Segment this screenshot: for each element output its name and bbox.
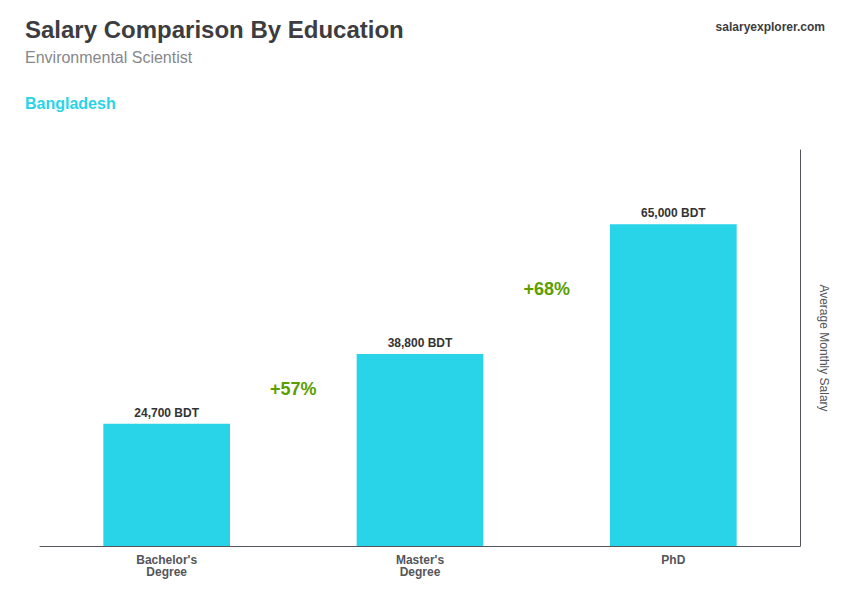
svg-text:Bachelor's: Bachelor's	[136, 553, 198, 567]
svg-text:Bangladesh: Bangladesh	[25, 95, 116, 112]
svg-text:PhD: PhD	[661, 553, 685, 567]
svg-text:+68%: +68%	[523, 279, 570, 299]
svg-text:salaryexplorer.com: salaryexplorer.com	[716, 20, 825, 34]
svg-text:Environmental Scientist: Environmental Scientist	[25, 49, 193, 66]
svg-text:+57%: +57%	[270, 379, 317, 399]
svg-text:Degree: Degree	[400, 565, 441, 579]
svg-text:Salary Comparison By Education: Salary Comparison By Education	[25, 16, 404, 43]
svg-text:Average Monthly Salary: Average Monthly Salary	[817, 284, 831, 411]
svg-text:38,800 BDT: 38,800 BDT	[388, 336, 453, 350]
svg-text:Master's: Master's	[395, 553, 445, 567]
svg-text:Degree: Degree	[146, 565, 187, 579]
svg-text:24,700 BDT: 24,700 BDT	[134, 406, 199, 420]
svg-text:65,000 BDT: 65,000 BDT	[641, 206, 706, 220]
